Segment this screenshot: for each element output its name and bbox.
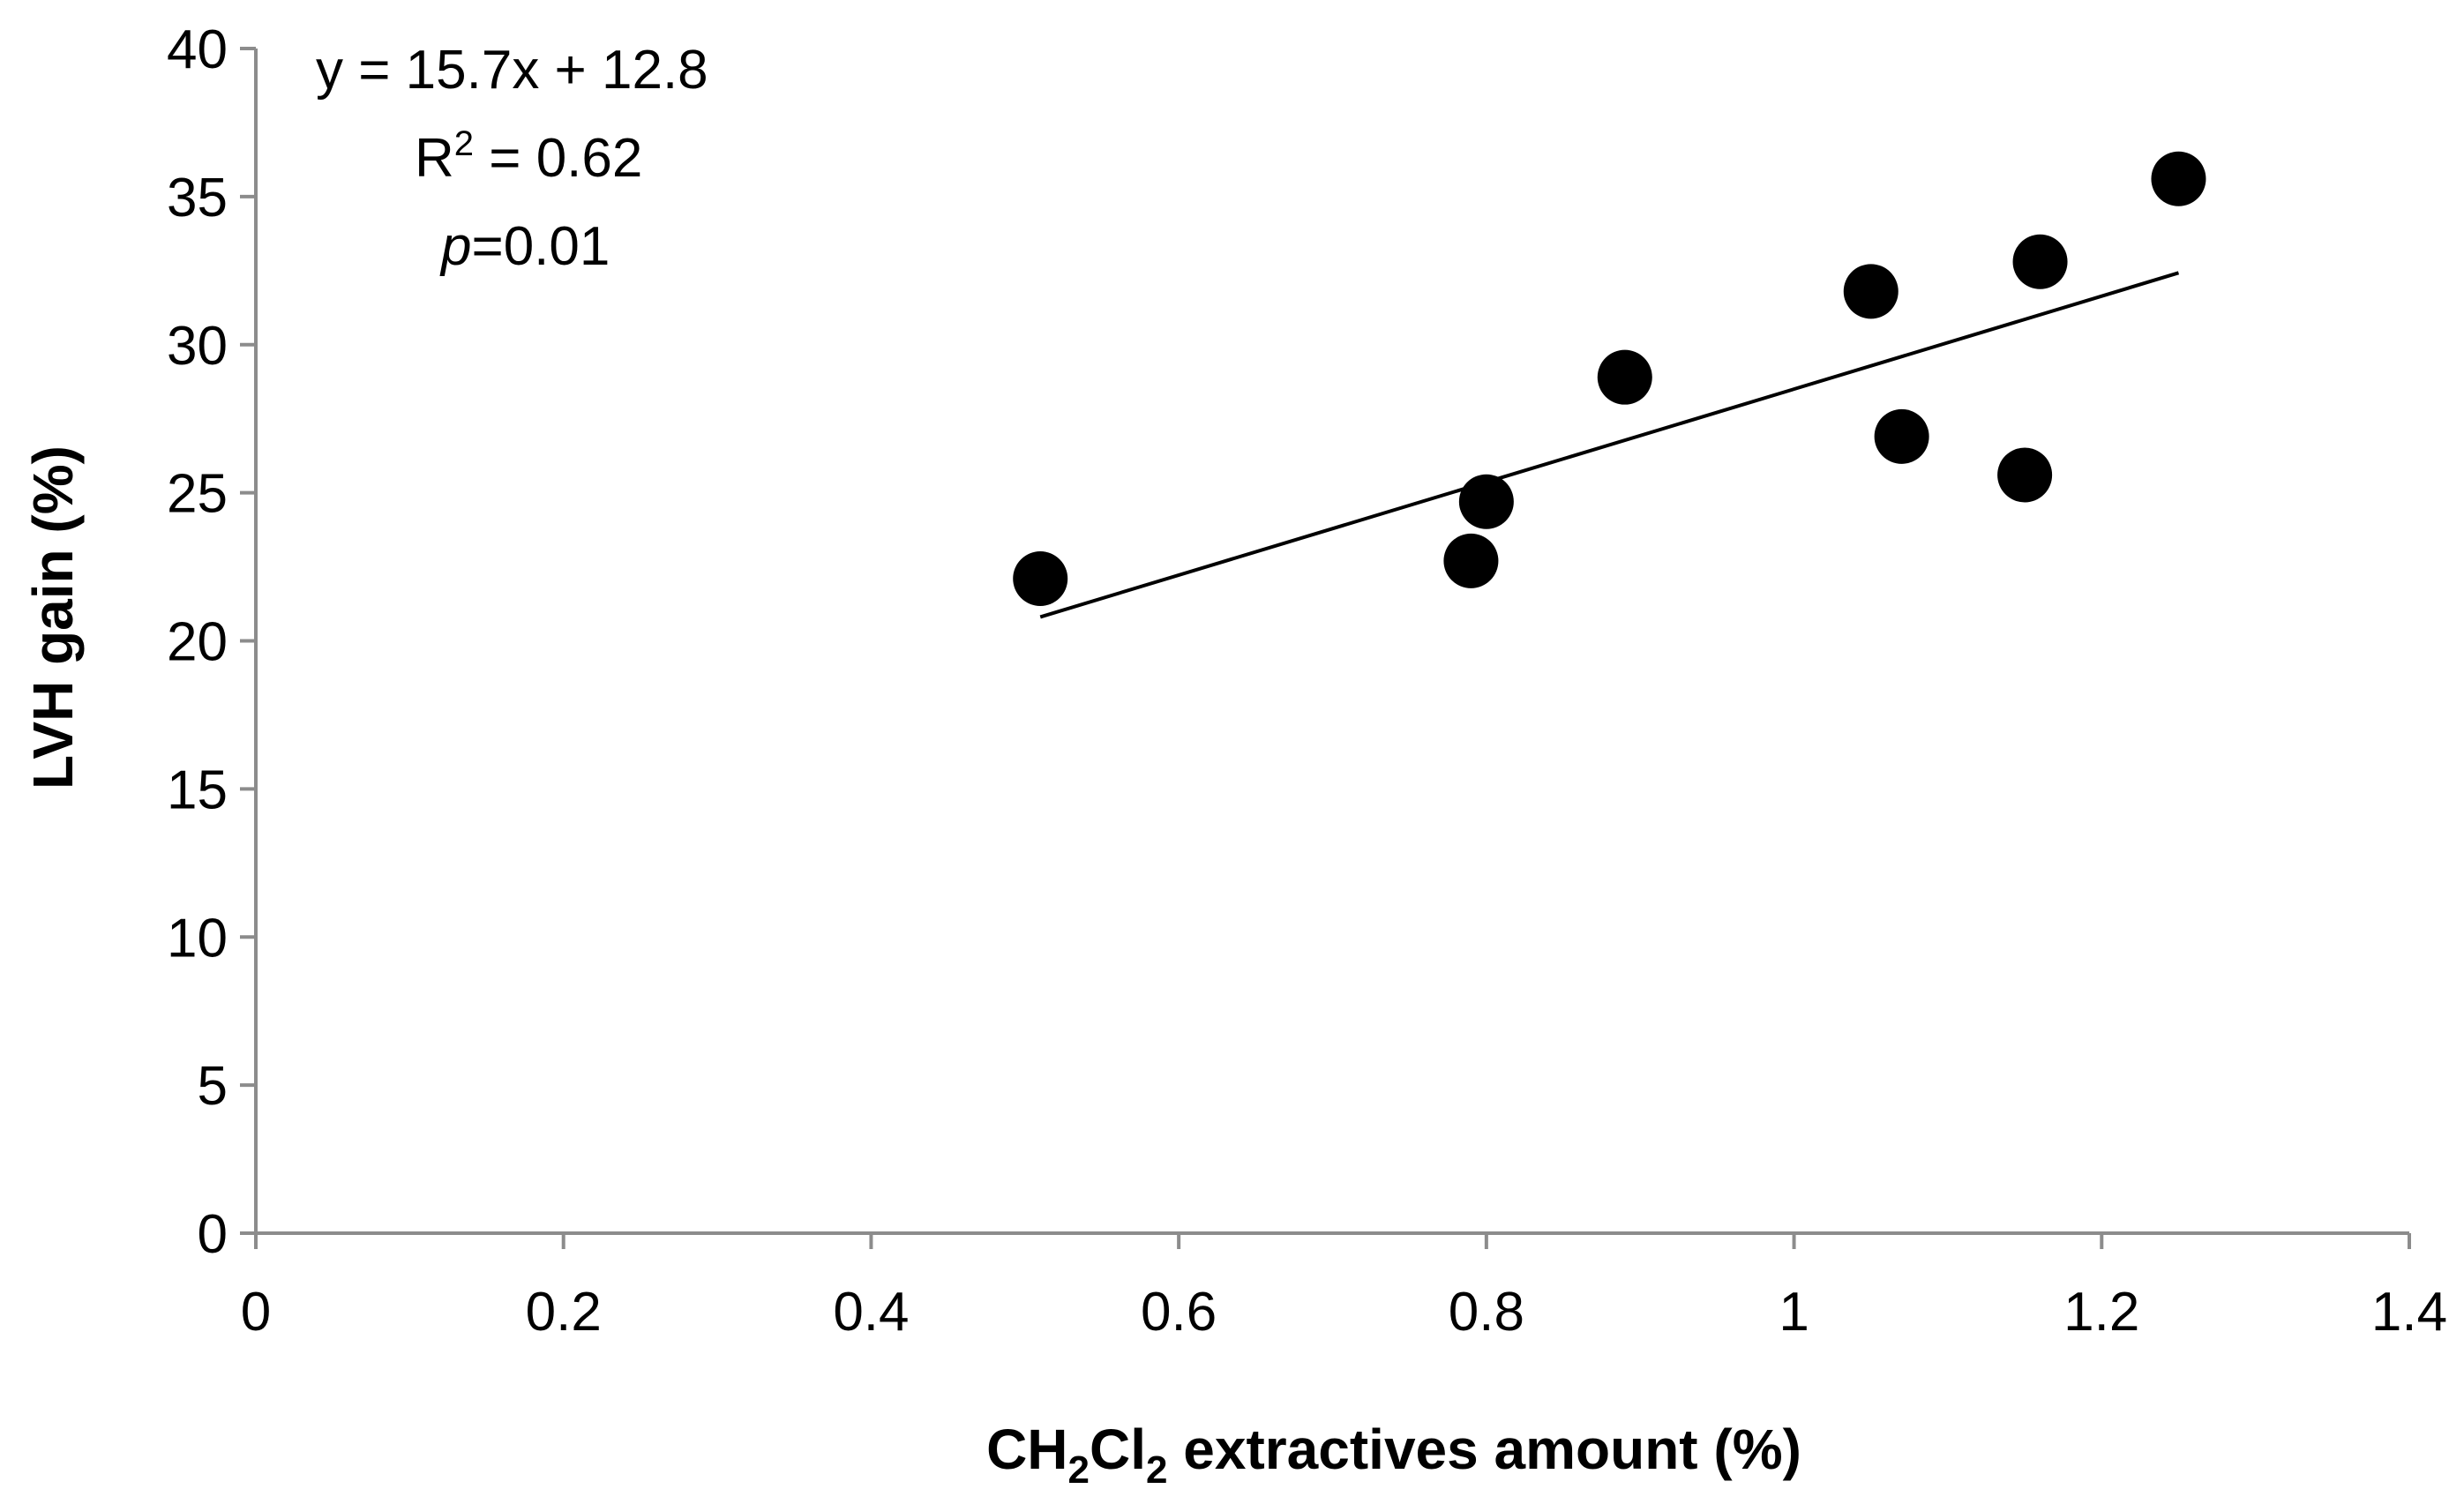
data-point <box>1997 447 2053 503</box>
x-tick-label: 1.2 <box>2063 1282 2139 1343</box>
y-tick-label: 5 <box>198 1056 228 1117</box>
y-ticks: 0 5 10 15 20 25 30 35 40 <box>167 19 256 1265</box>
data-point <box>1443 533 1499 588</box>
data-point <box>1843 264 1899 319</box>
y-tick-label: 10 <box>167 908 228 969</box>
data-point <box>1458 474 1514 529</box>
y-tick-label: 20 <box>167 612 228 673</box>
trendline <box>1039 271 2180 619</box>
y-tick-label: 0 <box>198 1204 228 1265</box>
y-tick-label: 35 <box>167 168 228 228</box>
data-points <box>1013 151 2206 606</box>
x-tick-label: 0.8 <box>1449 1282 1524 1343</box>
x-title-sub2: 2 <box>1146 1448 1167 1489</box>
x-title-prefix: CH <box>986 1418 1067 1481</box>
data-point <box>2012 234 2068 289</box>
x-title-mid: Cl <box>1090 1418 1146 1481</box>
data-point <box>1597 349 1652 405</box>
y-tick-label: 15 <box>167 759 228 820</box>
p-symbol: p <box>439 216 471 277</box>
x-tick-label: 0.4 <box>833 1282 909 1343</box>
data-point <box>2151 151 2206 206</box>
r2-prefix: R <box>415 128 454 189</box>
y-axis-title: LVH gain (%) <box>21 445 85 789</box>
p-value: =0.01 <box>471 216 610 277</box>
x-tick-label: 0.6 <box>1141 1282 1217 1343</box>
data-point <box>1013 550 1068 606</box>
x-axis-title: CH2Cl2 extractives amount (%) <box>986 1418 1801 1489</box>
y-tick-label: 30 <box>167 316 228 377</box>
p-value-label: p=0.01 <box>439 216 610 277</box>
x-title-suffix: extractives amount (%) <box>1167 1418 1801 1481</box>
x-ticks: 0 0.2 0.4 0.6 0.8 1 1.2 1.4 <box>241 1233 2447 1343</box>
x-tick-label: 0 <box>241 1282 271 1343</box>
r2-superscript: 2 <box>454 124 474 163</box>
r2-value: = 0.62 <box>474 128 642 189</box>
r-squared-label: R2 = 0.62 <box>415 124 642 189</box>
regression-annotations: y = 15.7x + 12.8 R2 = 0.62 p=0.01 <box>316 40 708 277</box>
equation-label: y = 15.7x + 12.8 <box>316 40 708 101</box>
y-tick-label: 40 <box>167 19 228 80</box>
x-tick-label: 1 <box>1779 1282 1809 1343</box>
data-point <box>1874 408 1929 464</box>
x-tick-label: 1.4 <box>2371 1282 2447 1343</box>
x-tick-label: 0.2 <box>526 1282 602 1343</box>
y-tick-label: 25 <box>167 464 228 525</box>
x-title-sub1: 2 <box>1068 1448 1090 1489</box>
